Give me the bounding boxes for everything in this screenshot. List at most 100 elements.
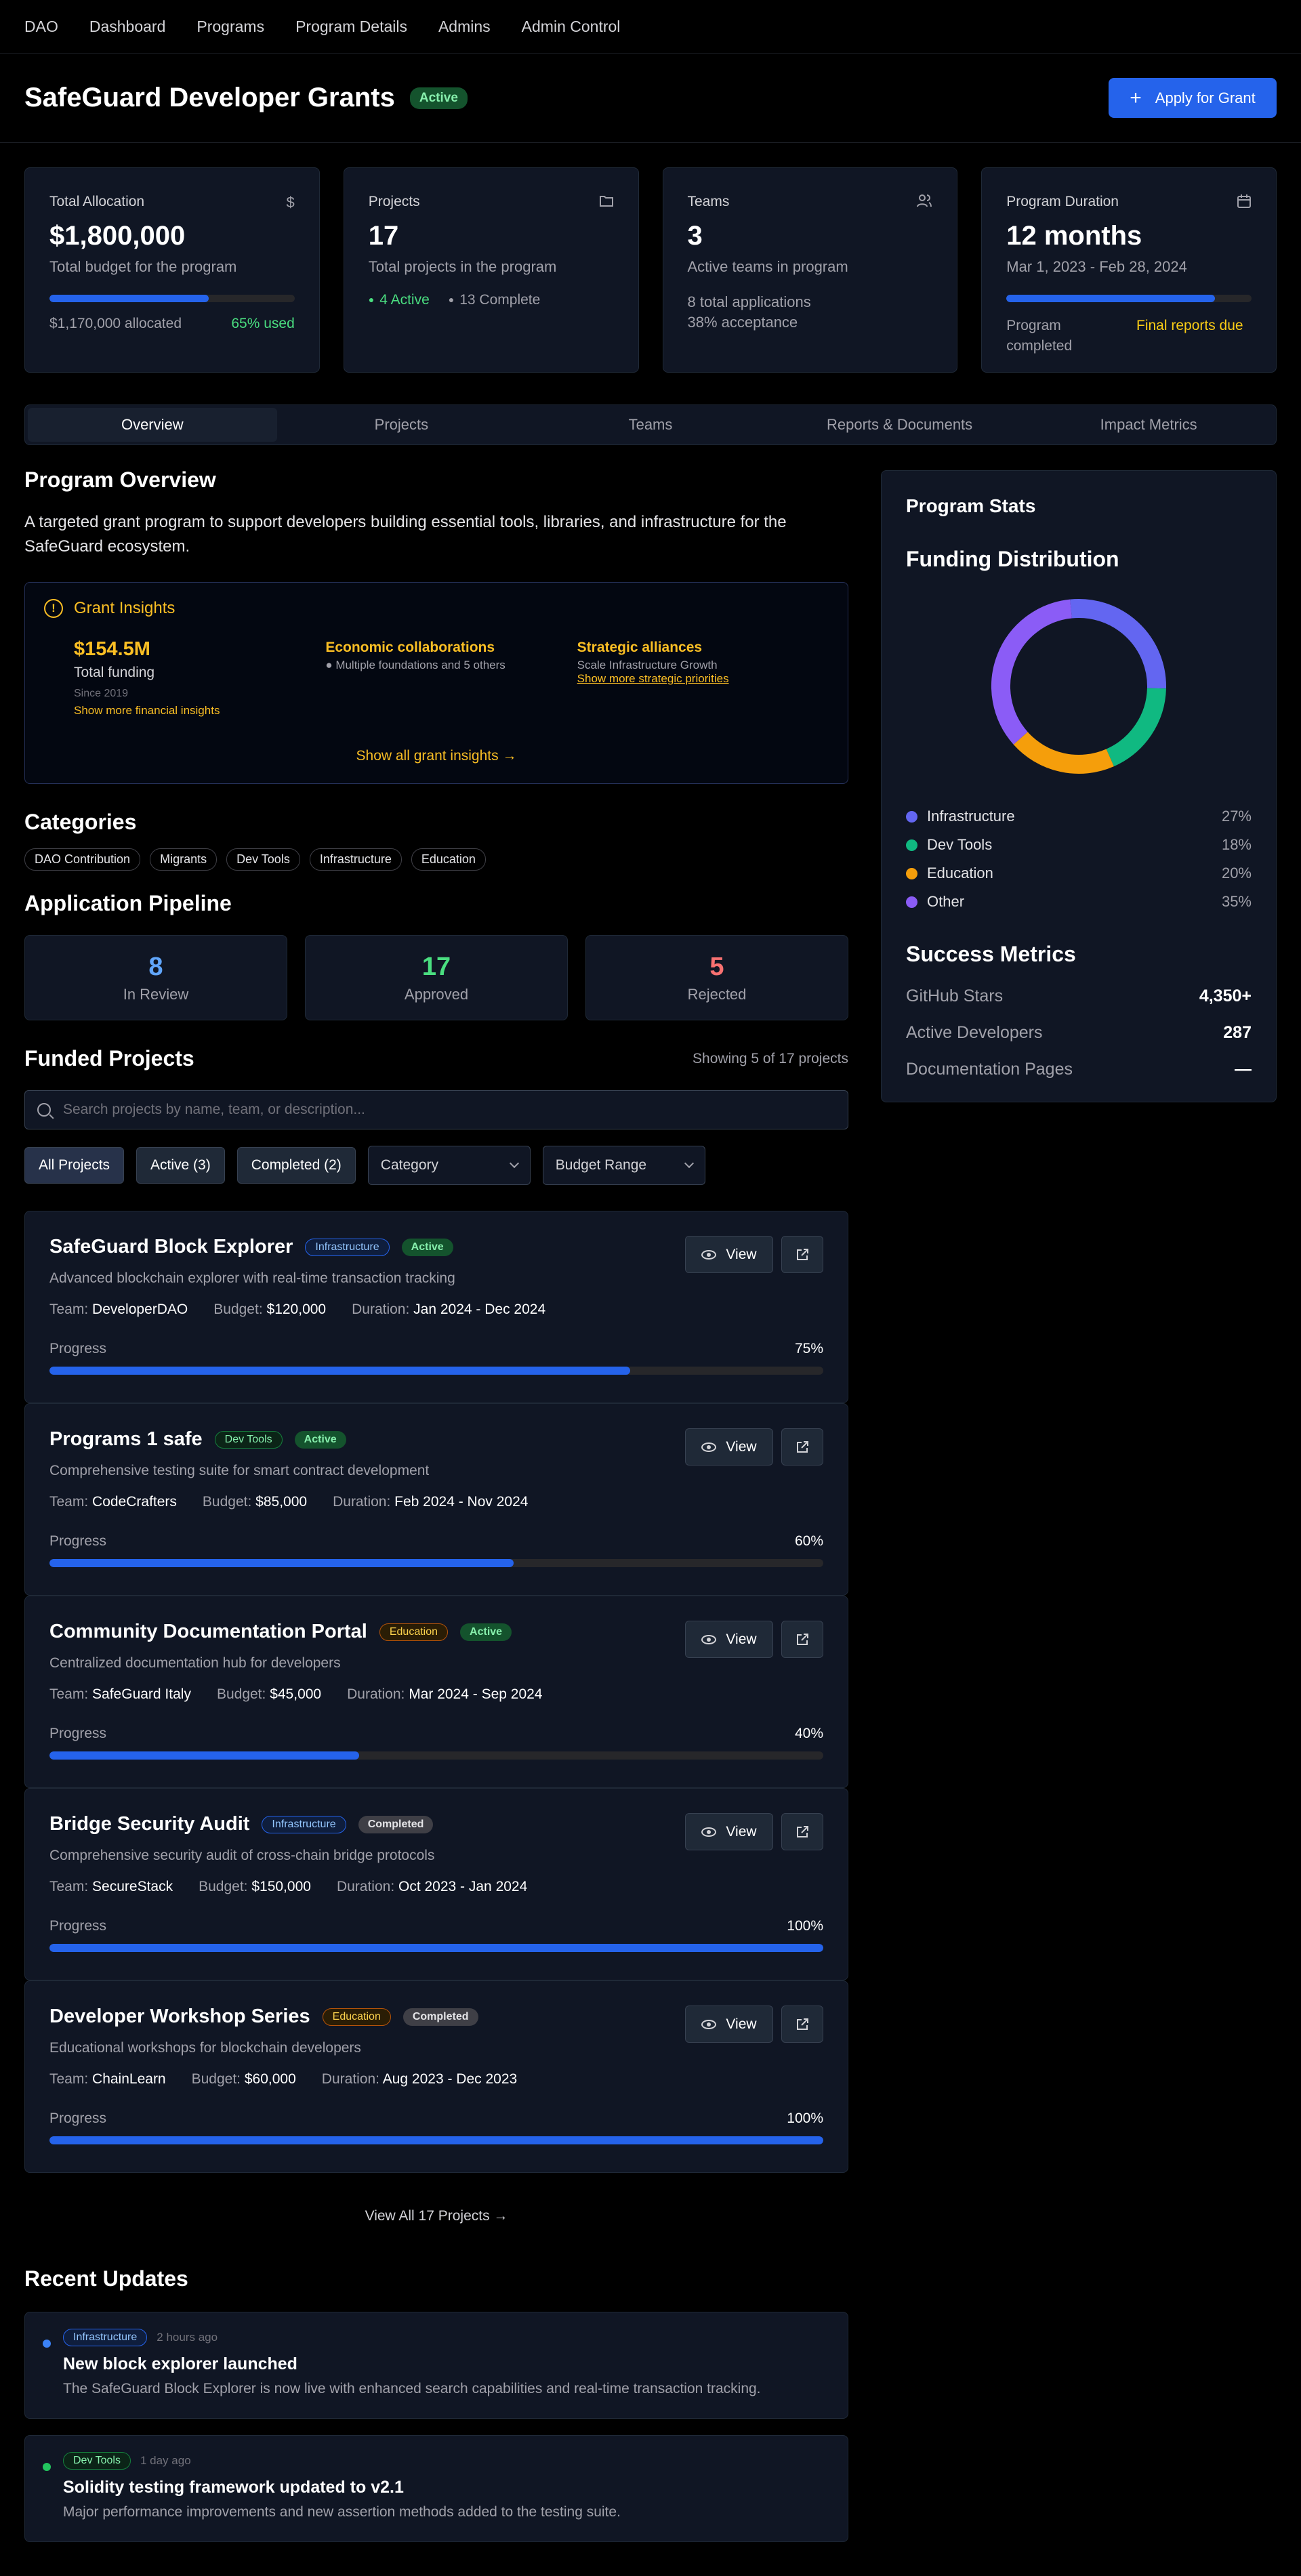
project-progress-bar: [49, 1751, 823, 1760]
economic-text: ● Multiple foundations and 5 others: [325, 659, 505, 671]
update-item[interactable]: Dev Tools 1 day ago Solidity testing fra…: [24, 2435, 848, 2542]
nav-programs[interactable]: Programs: [197, 17, 265, 35]
legend-swatch: [906, 811, 917, 823]
duration-value: Aug 2023 - Dec 2023: [382, 2071, 518, 2087]
overview-description: A targeted grant program to support deve…: [24, 513, 787, 556]
funding-donut-chart: [991, 599, 1166, 774]
tab-overview[interactable]: Overview: [28, 408, 277, 442]
category-chip[interactable]: Infrastructure: [309, 848, 402, 871]
budget-value: $120,000: [266, 1302, 327, 1317]
update-text: Major performance improvements and new a…: [63, 2504, 621, 2520]
insights-title: Grant Insights: [74, 599, 175, 617]
open-external-button[interactable]: [781, 1428, 823, 1466]
program-status: Program completed: [1006, 318, 1073, 354]
nav-admins[interactable]: Admins: [438, 17, 491, 35]
card-subtitle: Mar 1, 2023 - Feb 28, 2024: [1006, 258, 1187, 275]
progress-label: Progress: [49, 1918, 107, 1934]
program-stats-title: Program Stats: [906, 495, 1036, 516]
progress-value: 75%: [794, 1341, 823, 1356]
economic-title: Economic collaborations: [325, 640, 495, 655]
category-chip[interactable]: Education: [411, 848, 486, 871]
duration-progress-bar: [1006, 295, 1252, 302]
duration-value: Oct 2023 - Jan 2024: [398, 1879, 528, 1894]
apply-for-grant-button[interactable]: + Apply for Grant: [1109, 78, 1277, 118]
budget-range-select[interactable]: Budget Range: [542, 1146, 705, 1185]
legend-swatch: [906, 896, 917, 908]
view-project-button[interactable]: View: [685, 1621, 773, 1658]
open-external-button[interactable]: [781, 1813, 823, 1850]
final-reports-note: Final reports due: [1136, 318, 1243, 333]
filter-all-projects[interactable]: All Projects: [24, 1147, 125, 1184]
view-project-button[interactable]: View: [685, 1428, 773, 1466]
tab-teams[interactable]: Teams: [628, 416, 673, 433]
nav-dashboard[interactable]: Dashboard: [89, 17, 166, 35]
filter-active[interactable]: Active (3): [136, 1147, 225, 1184]
metric-row: GitHub Stars 4,350+: [906, 978, 1252, 1014]
show-all-insights-link[interactable]: Show all grant insights →: [356, 748, 517, 764]
update-dot: [43, 2463, 51, 2471]
category-chip[interactable]: Migrants: [150, 848, 218, 871]
teams-card: Teams 3 Active teams in program 8 total …: [662, 167, 958, 373]
card-value: 17: [368, 221, 399, 251]
nav-admin-control[interactable]: Admin Control: [521, 17, 621, 35]
recent-updates-title: Recent Updates: [24, 2266, 188, 2291]
tab-impact-metrics[interactable]: Impact Metrics: [1100, 416, 1197, 433]
page-title: SafeGuard Developer Grants: [24, 83, 395, 112]
project-budget: Budget: $45,000: [217, 1686, 321, 1703]
view-project-button[interactable]: View: [685, 1236, 773, 1273]
success-metrics: GitHub Stars 4,350+ Active Developers 287 Do…: [906, 978, 1252, 1087]
open-external-button[interactable]: [781, 1236, 823, 1273]
view-project-button[interactable]: View: [685, 1813, 773, 1850]
card-title: Projects: [368, 194, 420, 209]
metric-row: Active Developers 287: [906, 1014, 1252, 1051]
budget-label: Budget:: [202, 1494, 252, 1510]
project-description: Educational workshops for blockchain dev…: [49, 2040, 361, 2056]
project-duration: Duration: Mar 2024 - Sep 2024: [347, 1686, 542, 1703]
nav-dao[interactable]: DAO: [24, 17, 58, 35]
view-project-button[interactable]: View: [685, 2006, 773, 2043]
team-label: Team:: [49, 1879, 89, 1894]
external-link-icon: [797, 1248, 808, 1260]
legend-percent: 35%: [1221, 893, 1252, 910]
progress-value: 40%: [794, 1726, 823, 1741]
funding-label: Total funding: [74, 665, 155, 680]
folder-icon: [599, 194, 614, 211]
eye-icon: [701, 1442, 717, 1452]
legend-item: Dev Tools 18%: [906, 831, 1252, 859]
total-allocation-card: Total Allocation $ $1,800,000 Total budg…: [24, 167, 320, 373]
approved-count: 17: [421, 952, 451, 981]
open-external-button[interactable]: [781, 2006, 823, 2043]
filter-completed[interactable]: Completed (2): [236, 1147, 356, 1184]
duration-label: Duration:: [321, 2071, 380, 2087]
funded-projects-title: Funded Projects: [24, 1046, 194, 1071]
search-input[interactable]: [63, 1102, 808, 1118]
donut-slice-infrastructure: [1070, 599, 1166, 689]
update-item[interactable]: Infrastructure 2 hours ago New block exp…: [24, 2312, 848, 2419]
category-chip[interactable]: DAO Contribution: [24, 848, 141, 871]
main-column: Program Overview A targeted grant progra…: [24, 468, 848, 2542]
users-icon: [916, 194, 932, 211]
financial-insights-link[interactable]: Show more financial insights: [74, 704, 220, 717]
project-description: Advanced blockchain explorer with real-t…: [49, 1270, 455, 1286]
duration-value: Jan 2024 - Dec 2024: [413, 1302, 546, 1317]
funding-distribution-title: Funding Distribution: [906, 547, 1119, 571]
category-select[interactable]: Category: [367, 1146, 531, 1185]
project-category-tag: Infrastructure: [305, 1238, 390, 1256]
legend-swatch: [906, 839, 917, 851]
tab-reports-documents[interactable]: Reports & Documents: [826, 416, 973, 433]
nav-program-details[interactable]: Program Details: [295, 17, 407, 35]
view-all-projects-link[interactable]: View All 17 Projects →: [365, 2208, 508, 2224]
strategic-priorities-link[interactable]: Show more strategic priorities: [577, 672, 729, 685]
legend-swatch: [906, 868, 917, 879]
legend-percent: 20%: [1221, 865, 1252, 881]
project-progress-bar: [49, 1944, 823, 1952]
status-badge: Active: [409, 87, 468, 109]
project-title: Community Documentation Portal: [49, 1621, 367, 1642]
category-chip[interactable]: Dev Tools: [226, 848, 300, 871]
approved-label: Approved: [404, 985, 469, 1003]
project-progress-fill: [49, 1367, 630, 1375]
open-external-button[interactable]: [781, 1621, 823, 1658]
plus-icon: +: [1130, 86, 1142, 109]
tab-projects[interactable]: Projects: [374, 416, 429, 433]
dollar-icon: $: [286, 194, 295, 211]
